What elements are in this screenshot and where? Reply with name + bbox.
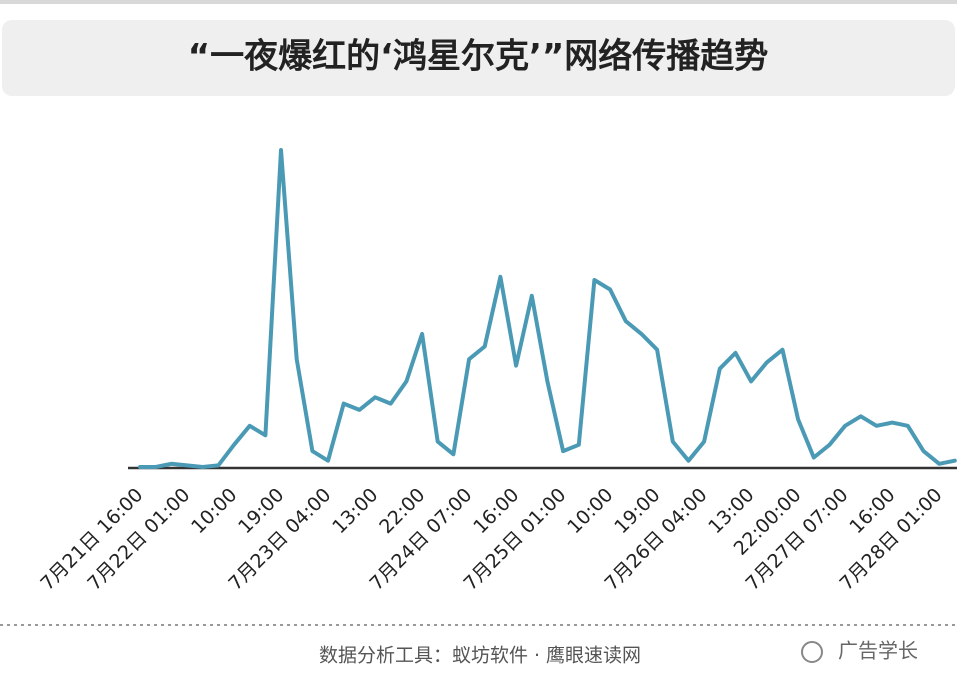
x-tick-label: 10:00	[563, 484, 617, 538]
data-line	[138, 148, 957, 469]
footer: 数据分析工具：蚁坊软件 · 鹰眼速读网	[319, 645, 641, 667]
chart-title: “一夜爆红的‘鸿星尔克’”网络传播趋势	[188, 37, 769, 77]
top-border	[0, 0, 957, 4]
watermark: 广告学长	[838, 639, 918, 663]
x-tick-label: 10:00	[187, 484, 241, 538]
title-box	[2, 20, 955, 96]
watermark-icon	[801, 641, 823, 663]
x-tick-label: 13:00	[328, 484, 382, 538]
